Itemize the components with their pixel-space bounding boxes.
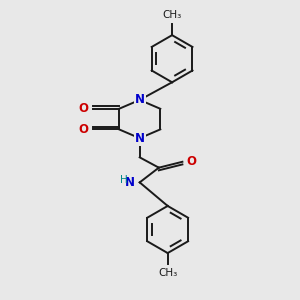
Text: N: N	[124, 176, 134, 189]
Text: N: N	[135, 132, 145, 145]
Text: N: N	[135, 93, 145, 106]
Text: CH₃: CH₃	[158, 268, 177, 278]
Text: O: O	[186, 155, 196, 168]
Text: O: O	[79, 102, 89, 115]
Text: H: H	[120, 175, 128, 185]
Text: O: O	[79, 123, 89, 136]
Text: CH₃: CH₃	[163, 10, 182, 20]
